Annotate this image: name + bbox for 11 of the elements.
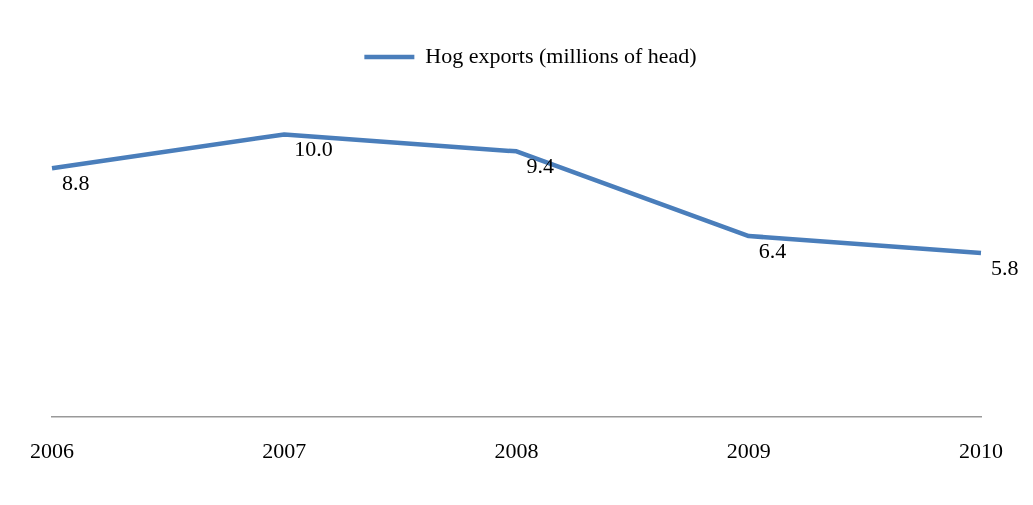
x-tick-label: 2007 <box>262 437 307 463</box>
data-label: 9.4 <box>526 153 554 179</box>
x-tick-label: 2006 <box>30 437 74 463</box>
x-tick-label: 2010 <box>959 437 1003 463</box>
x-tick-label: 2009 <box>726 437 771 463</box>
data-label: 10.0 <box>294 136 333 162</box>
data-label: 6.4 <box>758 237 787 263</box>
data-label: 5.8 <box>991 254 1019 280</box>
x-tick-label: 2008 <box>494 437 539 463</box>
legend-label: Hog exports (millions of head) <box>425 42 697 68</box>
data-label: 8.8 <box>62 170 90 196</box>
